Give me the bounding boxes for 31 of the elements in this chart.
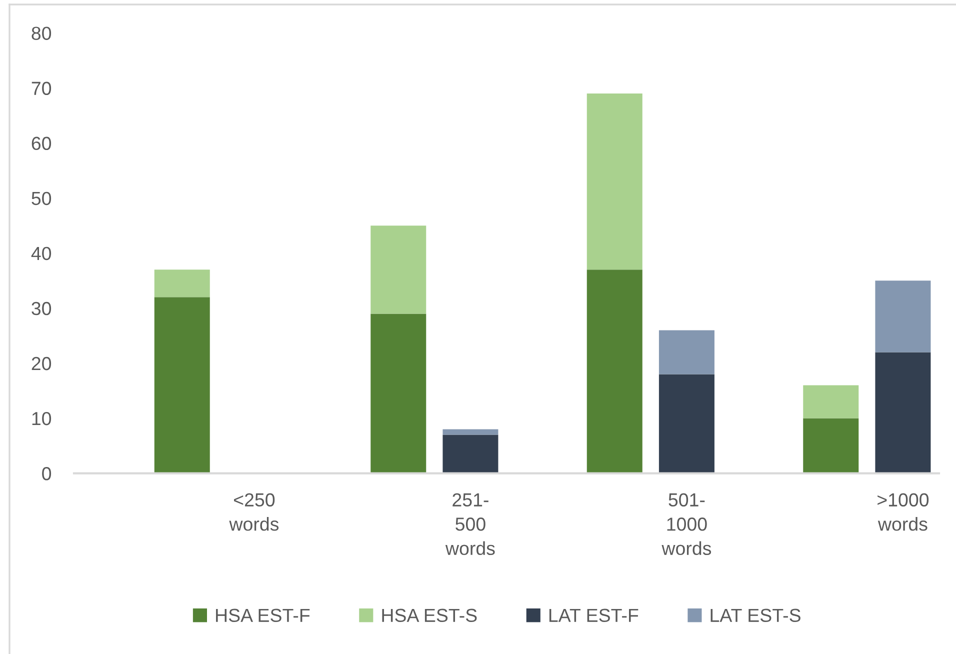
legend-label: LAT EST-F bbox=[549, 608, 638, 622]
y-tick-label: 10 bbox=[32, 412, 52, 426]
bar bbox=[803, 385, 859, 418]
y-tick-label: 60 bbox=[32, 136, 52, 150]
y-tick-label: 70 bbox=[32, 82, 52, 96]
bar bbox=[875, 352, 931, 474]
x-tick-label: 251-500 words bbox=[445, 493, 495, 556]
bar bbox=[442, 429, 498, 435]
y-tick-label: 0 bbox=[42, 467, 52, 480]
bar bbox=[154, 297, 210, 474]
x-tick-label: <250 words bbox=[229, 493, 279, 531]
legend-label: LAT EST-S bbox=[710, 608, 800, 622]
y-tick-label: 20 bbox=[32, 356, 52, 370]
bar bbox=[658, 374, 714, 474]
y-tick-label: 30 bbox=[32, 302, 52, 316]
x-tick-label: 501-1000 words bbox=[662, 493, 712, 556]
y-tick-label: 80 bbox=[32, 26, 52, 40]
bar bbox=[154, 270, 210, 298]
legend-label: HSA EST-S bbox=[382, 608, 477, 622]
bar bbox=[442, 434, 498, 474]
bar bbox=[658, 330, 714, 374]
bar bbox=[370, 226, 426, 314]
bar bbox=[586, 270, 642, 474]
x-tick-label: >1000 words bbox=[878, 493, 929, 531]
y-tick-label: 50 bbox=[32, 192, 52, 206]
legend-label: HSA EST-F bbox=[216, 608, 310, 622]
bar bbox=[875, 280, 931, 352]
bar bbox=[586, 94, 642, 270]
y-tick-label: 40 bbox=[31, 246, 52, 260]
bar bbox=[803, 418, 859, 474]
bar bbox=[370, 314, 426, 474]
